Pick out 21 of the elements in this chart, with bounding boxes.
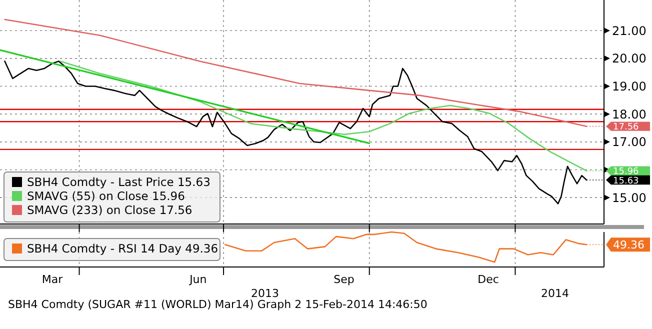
y-tick-label: 19.00 — [612, 79, 646, 94]
legend-label: SMAVG (55) on Close 15.96 — [27, 189, 185, 204]
text: 2013 — [251, 287, 279, 300]
x-tick-label: Mar — [42, 273, 64, 286]
annotation: 49.36 — [613, 238, 644, 252]
y-tick-label: 21.00 — [612, 24, 646, 38]
y-tick-label: 15.00 — [612, 190, 646, 205]
annotation: 17.56 — [613, 122, 640, 133]
text: SBH4 Comdty (SUGAR #11 (WORLD) Mar14) Graph 2 15-Feb-2014 14:46:50 — [8, 298, 428, 311]
text: 2014 — [541, 287, 569, 300]
annotation: 15.63 — [613, 176, 639, 186]
annotation: 15.96 — [613, 167, 640, 178]
legend-label: SMAVG (233) on Close 17.56 — [27, 203, 192, 218]
x-tick-label: Jun — [188, 273, 207, 286]
y-tick-label: 17.00 — [612, 135, 646, 150]
y-tick-label: 18.00 — [612, 107, 646, 122]
x-tick-label: Sep — [334, 273, 354, 286]
x-tick-label: Dec — [478, 273, 499, 286]
y-tick-label: 20.00 — [612, 52, 646, 66]
legend-label: SBH4 Comdty - Last Price 15.63 — [27, 175, 210, 190]
legend-label: SBH4 Comdty - RSI 14 Day 49.36 — [27, 242, 218, 256]
